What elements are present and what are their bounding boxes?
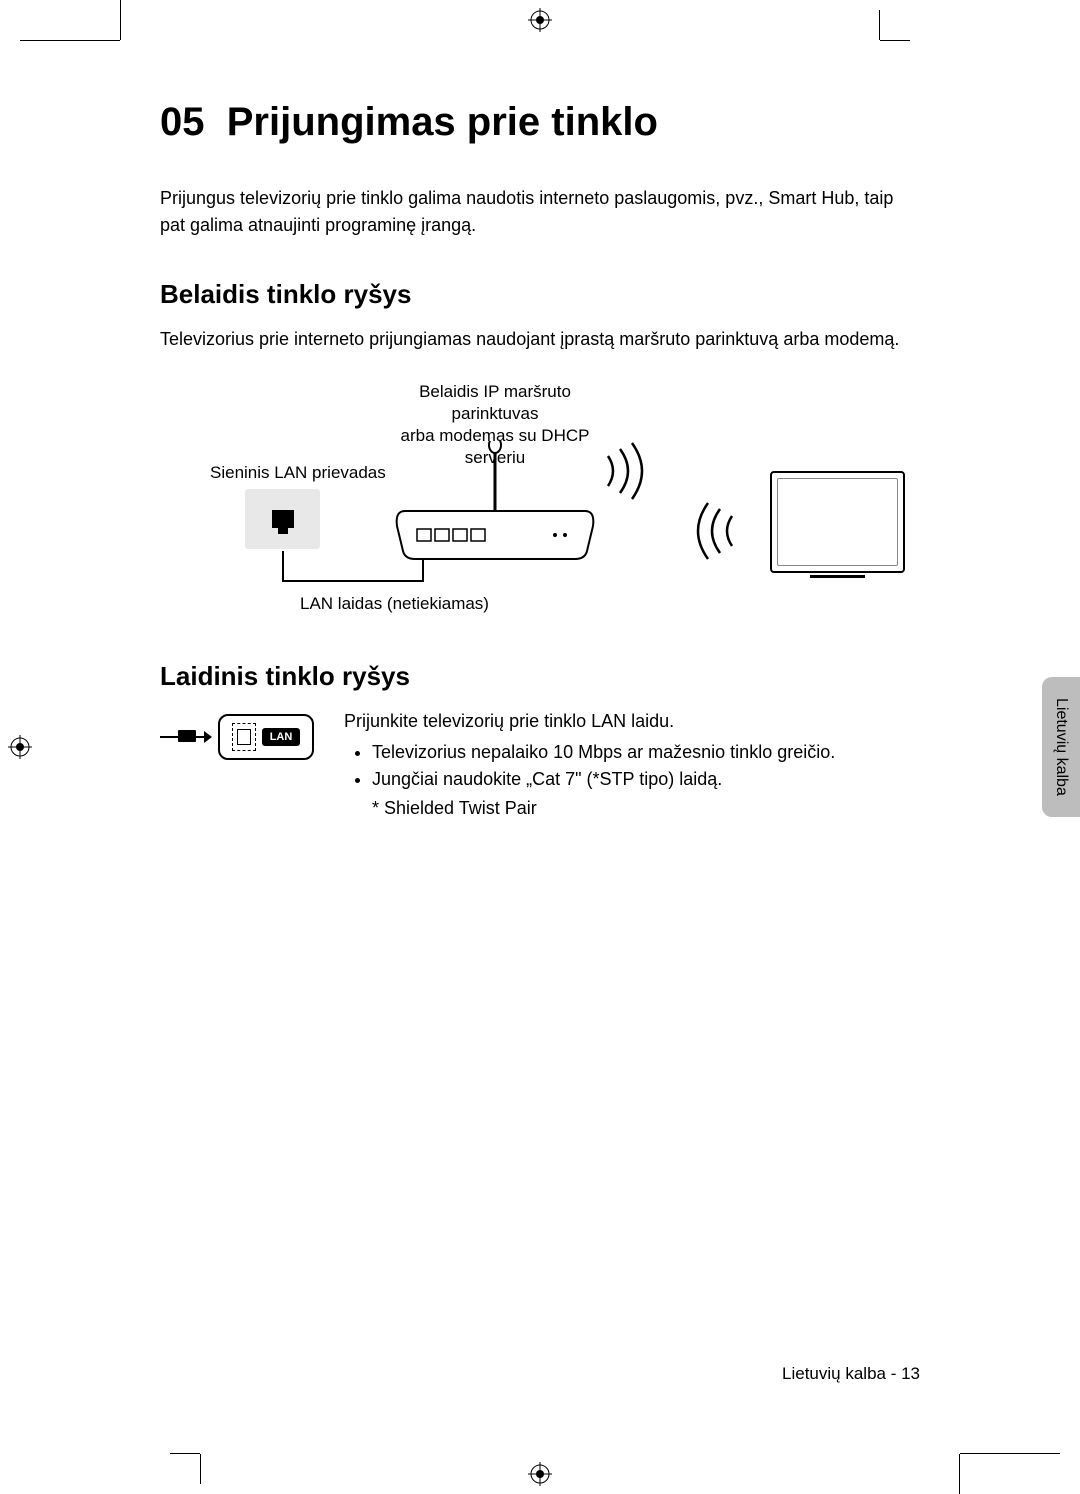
- chapter-title: 05 Prijungimas prie tinklo: [160, 100, 920, 145]
- lan-port-diagram: LAN: [160, 708, 320, 768]
- language-tab-label: Lietuvių kalba: [1052, 698, 1070, 796]
- wall-port-label: Sieninis LAN prievadas: [210, 463, 386, 483]
- router-icon: [395, 441, 595, 561]
- lan-jack-icon: [232, 723, 256, 751]
- chapter-number: 05: [160, 100, 205, 144]
- chapter-name: Prijungimas prie tinklo: [227, 100, 658, 144]
- wireless-text: Televizorius prie interneto prijungiamas…: [160, 326, 920, 353]
- crop-mark: [959, 1454, 960, 1494]
- wired-bullet-1: Televizorius nepalaiko 10 Mbps ar mažesn…: [372, 739, 920, 766]
- cable-label: LAN laidas (netiekiamas): [300, 594, 489, 614]
- registration-mark-icon: [528, 1462, 552, 1486]
- registration-mark-icon: [8, 735, 32, 759]
- wired-section: LAN Prijunkite televizorių prie tinklo L…: [160, 708, 920, 822]
- router-label-line1: Belaidis IP maršruto parinktuvas: [390, 381, 600, 425]
- wired-bullet-2: Jungčiai naudokite „Cat 7" (*STP tipo) l…: [372, 766, 920, 793]
- language-tab: Lietuvių kalba: [1042, 677, 1080, 817]
- registration-mark-icon: [528, 8, 552, 32]
- page-footer: Lietuvių kalba - 13: [782, 1364, 920, 1384]
- crop-mark: [20, 40, 120, 41]
- wireless-title: Belaidis tinklo ryšys: [160, 279, 920, 310]
- wireless-diagram: Belaidis IP maršruto parinktuvas arba mo…: [170, 381, 910, 621]
- wired-text: Prijunkite televizorių prie tinklo LAN l…: [344, 708, 920, 735]
- wired-note: * Shielded Twist Pair: [344, 795, 920, 822]
- wired-title: Laidinis tinklo ryšys: [160, 661, 920, 692]
- intro-text: Prijungus televizorių prie tinklo galima…: [160, 185, 920, 239]
- crop-mark: [170, 1453, 200, 1454]
- wifi-signal-out-icon: [600, 441, 650, 501]
- tv-stand-icon: [810, 575, 865, 578]
- crop-mark: [879, 10, 880, 40]
- lan-badge: LAN: [262, 728, 301, 746]
- wifi-signal-in-icon: [690, 501, 740, 561]
- page-content: 05 Prijungimas prie tinklo Prijungus tel…: [160, 100, 920, 1394]
- crop-mark: [880, 40, 910, 41]
- crop-mark: [200, 1454, 201, 1484]
- crop-mark: [120, 0, 121, 40]
- crop-mark: [960, 1453, 1060, 1454]
- tv-icon: [770, 471, 905, 573]
